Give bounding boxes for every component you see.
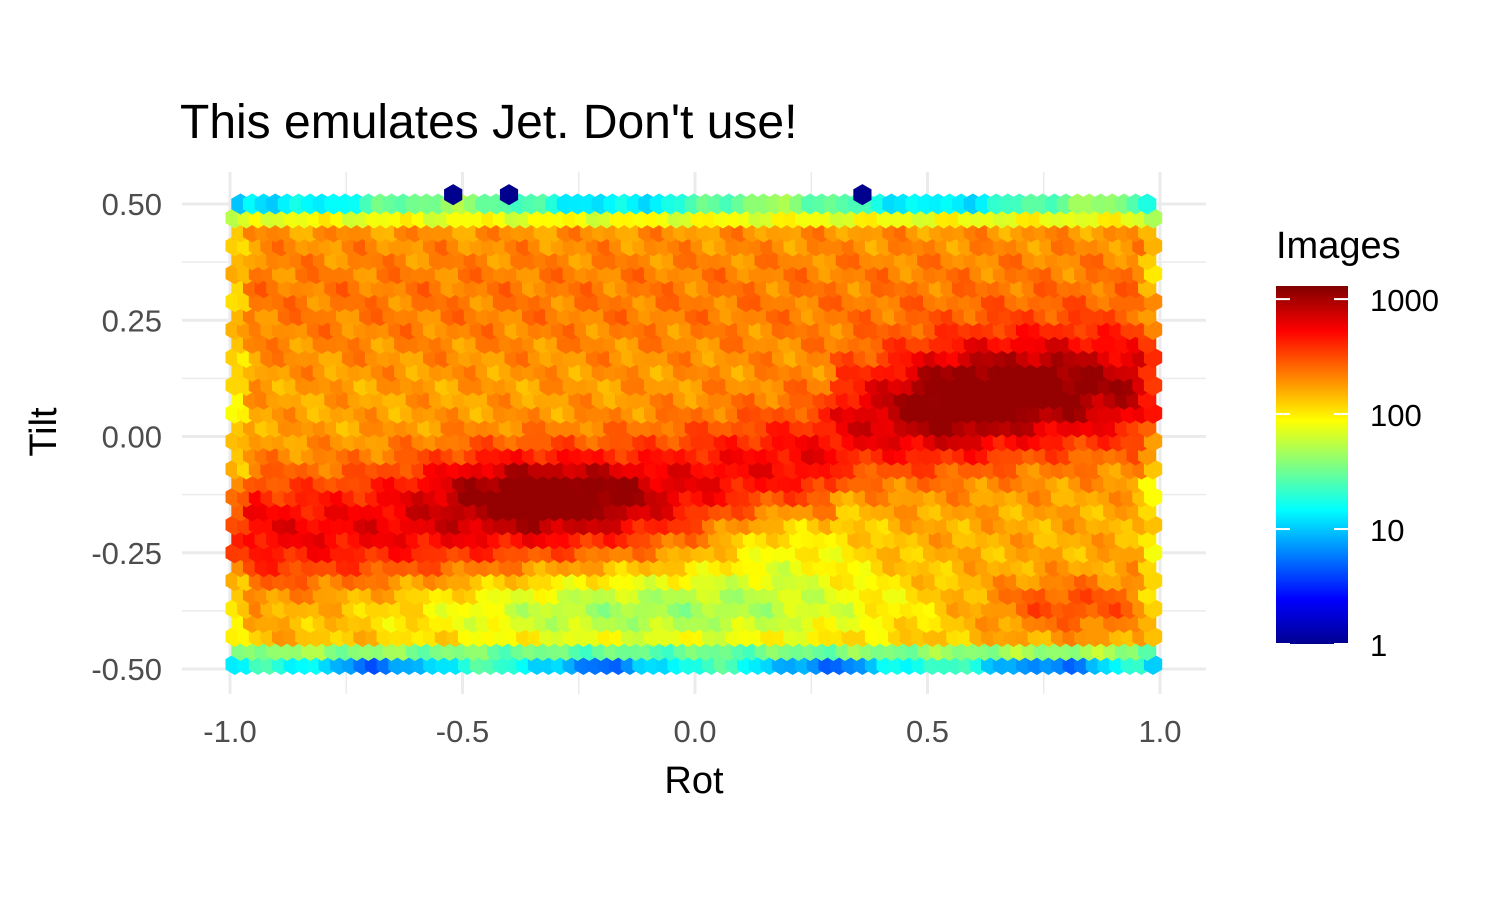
outlier-hex-bin [853, 184, 872, 206]
chart-title: This emulates Jet. Don't use! [180, 96, 797, 149]
legend-tick-label: 10 [1370, 513, 1404, 548]
legend-tick-label: 1 [1370, 628, 1387, 663]
x-tick-label: 0.5 [906, 714, 949, 749]
y-tick-label: -0.50 [91, 652, 162, 687]
x-tick-label: -1.0 [203, 714, 256, 749]
legend-colorbar [1276, 286, 1348, 644]
x-axis-ticks: -1.0 -0.5 0.0 0.5 1.0 [203, 714, 1181, 749]
y-tick-label: 0.50 [102, 187, 162, 222]
x-axis-title: Rot [664, 760, 724, 802]
hex-bin [1138, 193, 1157, 215]
x-tick-label: -0.5 [436, 714, 489, 749]
outlier-bins [444, 184, 872, 206]
legend-tick-label: 1000 [1370, 283, 1439, 318]
legend-title: Images [1276, 225, 1401, 267]
color-legend: Images 1 10 100 1000 [1276, 225, 1439, 663]
legend-tick-label: 100 [1370, 398, 1422, 433]
y-axis-title: Tilt [23, 407, 65, 457]
x-tick-label: 1.0 [1138, 714, 1181, 749]
outlier-hex-bin [499, 184, 519, 206]
hex-bins [225, 193, 1163, 675]
x-tick-label: 0.0 [673, 714, 716, 749]
outlier-hex-bin [444, 184, 463, 206]
y-axis-ticks: -0.50 -0.25 0.00 0.25 0.50 [91, 187, 162, 687]
y-tick-label: -0.25 [91, 536, 162, 571]
y-tick-label: 0.00 [102, 420, 162, 455]
y-tick-label: 0.25 [102, 303, 162, 338]
legend-ticks: 1 10 100 1000 [1276, 283, 1439, 663]
